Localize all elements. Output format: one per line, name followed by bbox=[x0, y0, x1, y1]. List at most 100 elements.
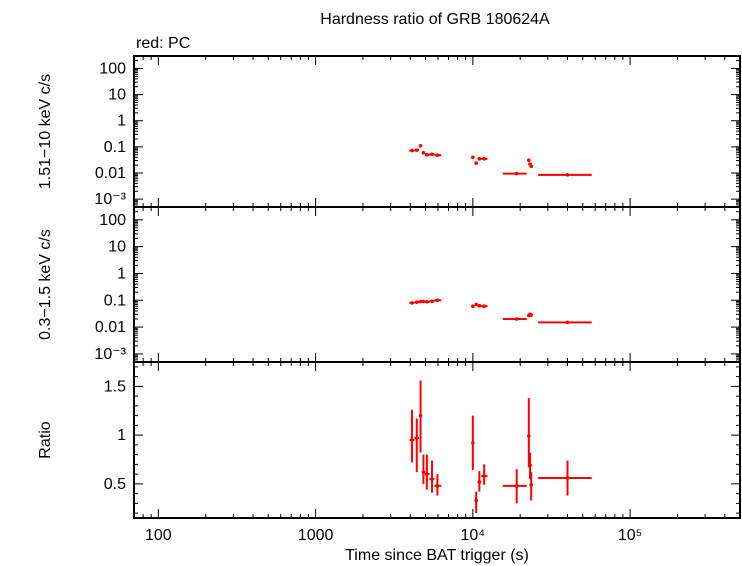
data-point bbox=[429, 299, 435, 304]
panel-1: 10⁻³ 0.01 0.1 1 10 100 1.51−10 keV c/s bbox=[37, 55, 741, 208]
y-tick-label: 10⁻³ bbox=[94, 191, 126, 208]
point-marker bbox=[565, 173, 570, 177]
point-marker bbox=[482, 304, 486, 309]
point-marker bbox=[421, 470, 426, 474]
point-marker bbox=[527, 158, 531, 162]
data-point bbox=[434, 298, 442, 303]
point-marker bbox=[418, 143, 423, 148]
point-marker bbox=[425, 152, 429, 157]
data-point bbox=[424, 454, 430, 490]
data-point bbox=[409, 409, 415, 463]
data-point bbox=[481, 304, 488, 309]
data-point bbox=[528, 452, 532, 479]
y-tick-label: 0.1 bbox=[104, 292, 126, 309]
data-point bbox=[477, 471, 482, 492]
point-marker bbox=[474, 498, 478, 503]
y-tick-label: 1 bbox=[117, 265, 126, 282]
y-axis-label-3: Ratio bbox=[37, 421, 54, 458]
point-marker bbox=[430, 152, 434, 157]
data-point bbox=[481, 464, 488, 485]
data-point bbox=[471, 155, 475, 160]
data-point bbox=[527, 158, 531, 162]
point-marker bbox=[435, 153, 440, 157]
y-tick-label: 1.5 bbox=[104, 378, 126, 395]
point-marker bbox=[421, 150, 426, 155]
point-marker bbox=[529, 164, 533, 169]
x-tick-label: 10⁴ bbox=[461, 527, 486, 544]
point-marker bbox=[529, 483, 533, 487]
point-marker bbox=[425, 299, 429, 304]
point-marker bbox=[529, 313, 533, 317]
data-point bbox=[502, 317, 527, 321]
y-tick-label: 0.5 bbox=[104, 476, 126, 493]
data-point bbox=[529, 472, 533, 501]
data-point bbox=[414, 300, 420, 304]
data-point bbox=[429, 152, 435, 157]
y-tick-label: 0.01 bbox=[95, 319, 126, 336]
panel-2-frame bbox=[133, 206, 741, 363]
data-point bbox=[474, 302, 478, 307]
data-point bbox=[424, 152, 430, 157]
data-point bbox=[538, 320, 592, 325]
data-point bbox=[414, 418, 420, 473]
point-marker bbox=[474, 302, 478, 307]
data-point bbox=[418, 143, 423, 148]
point-marker bbox=[410, 301, 414, 305]
y-tick-label: 100 bbox=[99, 212, 126, 229]
y-tick-label: 10⁻³ bbox=[94, 346, 126, 363]
point-marker bbox=[514, 171, 519, 176]
point-marker bbox=[425, 472, 429, 476]
y-tick-label: 1 bbox=[117, 427, 126, 444]
y-tick-label: 100 bbox=[99, 60, 126, 77]
point-marker bbox=[435, 484, 440, 488]
data-point bbox=[429, 460, 435, 493]
point-marker bbox=[471, 441, 475, 445]
x-tick-label: 100 bbox=[145, 527, 172, 544]
data-point bbox=[418, 380, 423, 453]
data-point bbox=[421, 150, 426, 155]
point-marker bbox=[471, 304, 475, 309]
chart-subtitle: red: PC bbox=[136, 35, 190, 52]
data-point bbox=[421, 299, 426, 304]
data-point bbox=[502, 171, 527, 176]
y-axis-label-1: 1.51−10 keV c/s bbox=[37, 74, 54, 189]
panel-3-frame bbox=[133, 361, 741, 519]
point-marker bbox=[435, 298, 440, 303]
point-marker bbox=[477, 304, 482, 308]
data-point bbox=[409, 301, 415, 305]
point-marker bbox=[474, 161, 478, 165]
point-marker bbox=[528, 463, 532, 468]
point-marker bbox=[418, 413, 423, 418]
data-point bbox=[529, 164, 533, 169]
point-marker bbox=[410, 148, 414, 153]
data-point bbox=[538, 460, 592, 496]
data-point bbox=[481, 156, 488, 161]
data-point bbox=[474, 161, 478, 165]
y-tick-label: 0.01 bbox=[95, 165, 126, 182]
data-point bbox=[471, 304, 475, 309]
data-point bbox=[527, 398, 531, 468]
data-point bbox=[477, 156, 482, 161]
point-marker bbox=[565, 476, 570, 480]
panel-2: 10⁻³ 0.01 0.1 1 10 100 0.3−1.5 keV c/s bbox=[37, 206, 741, 363]
data-point bbox=[418, 299, 423, 304]
data-point bbox=[502, 469, 527, 504]
panel-1-frame bbox=[133, 55, 741, 208]
point-marker bbox=[414, 436, 419, 440]
chart-title: Hardness ratio of GRB 180624A bbox=[320, 11, 550, 28]
y-axis-label-2: 0.3−1.5 keV c/s bbox=[37, 229, 54, 340]
point-marker bbox=[430, 299, 434, 304]
point-marker bbox=[527, 434, 531, 438]
x-tick-label: 10⁵ bbox=[618, 527, 642, 544]
point-marker bbox=[430, 477, 434, 481]
point-marker bbox=[418, 299, 423, 304]
point-marker bbox=[410, 438, 414, 442]
point-marker bbox=[482, 156, 486, 161]
point-marker bbox=[471, 155, 475, 160]
point-marker bbox=[514, 484, 519, 488]
y-tick-label: 0.1 bbox=[104, 139, 126, 156]
y-tick-label: 1 bbox=[117, 113, 126, 130]
point-marker bbox=[477, 156, 482, 161]
data-point bbox=[421, 454, 426, 484]
